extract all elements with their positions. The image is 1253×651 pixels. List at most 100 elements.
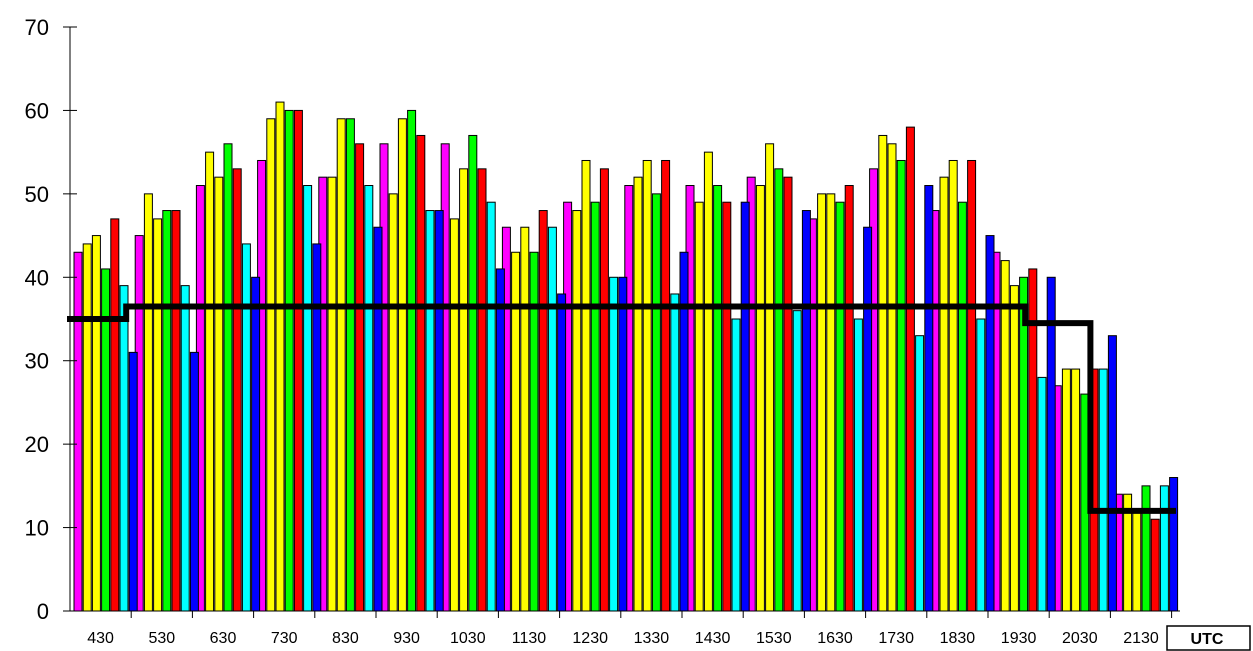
x-tick-label: 830: [332, 630, 359, 647]
bar: [495, 268, 505, 612]
x-tick-label: 1030: [450, 630, 486, 647]
bar: [223, 143, 233, 612]
x-tick-label: 630: [210, 630, 237, 647]
bar: [275, 101, 285, 612]
bar: [449, 218, 459, 612]
bar: [425, 210, 435, 612]
bar: [388, 193, 398, 612]
bar: [1098, 368, 1108, 612]
bar: [364, 185, 374, 612]
bar: [817, 193, 827, 612]
y-tick-label: 70: [25, 15, 49, 40]
bar: [232, 168, 242, 612]
bar: [572, 210, 582, 612]
bar: [189, 351, 199, 612]
x-tick-label: 730: [271, 630, 298, 647]
bar: [792, 310, 802, 612]
x-tick-label: 1330: [634, 630, 670, 647]
x-tick-label: 1930: [1001, 630, 1037, 647]
x-tick-label: 2130: [1123, 630, 1159, 647]
bar: [397, 118, 407, 612]
bar: [924, 185, 934, 612]
bar: [434, 210, 444, 612]
y-tick-label: 20: [25, 432, 49, 457]
x-unit-box: [1166, 625, 1251, 651]
bar: [468, 134, 478, 612]
y-tick-label: 60: [25, 98, 49, 123]
bar: [985, 235, 995, 612]
bar: [557, 293, 567, 612]
bar: [547, 226, 557, 612]
bar: [538, 210, 548, 612]
x-axis-unit-label: UTC: [1191, 631, 1224, 648]
bar: [694, 201, 704, 612]
bar: [119, 285, 129, 612]
bar: [661, 159, 671, 612]
y-tick-label: 30: [25, 349, 49, 374]
bar: [976, 318, 986, 612]
x-tick-label: 1430: [695, 630, 731, 647]
bar: [251, 276, 261, 612]
bar: [878, 134, 888, 612]
bar: [774, 168, 784, 612]
bar: [1037, 376, 1047, 612]
bar: [599, 168, 609, 612]
bar: [312, 243, 322, 612]
y-tick-label: 50: [25, 182, 49, 207]
bar: [1150, 518, 1160, 612]
bar: [1169, 477, 1179, 612]
bar: [1009, 285, 1019, 612]
x-ticks: 430 530 630 730 830 930 1030 1130 1230 1330 1430 15…: [87, 611, 1173, 647]
bar: [722, 201, 732, 612]
bar: [740, 201, 750, 612]
bar: [293, 109, 303, 612]
x-unit-layer: UTC: [1166, 625, 1251, 651]
bar: [91, 235, 101, 612]
bar: [162, 210, 172, 612]
bar: [703, 151, 713, 612]
x-tick-label: 1630: [817, 630, 853, 647]
bar: [887, 143, 897, 612]
bar: [1046, 276, 1056, 612]
bar: [581, 159, 591, 612]
x-tick-label: 530: [148, 630, 175, 647]
bar: [1000, 260, 1010, 612]
bar: [373, 226, 383, 612]
bar: [205, 151, 215, 612]
bar: [755, 185, 765, 612]
bar: [633, 176, 643, 612]
bar: [853, 318, 863, 612]
bar: [642, 159, 652, 612]
bar: [783, 176, 793, 612]
y-ticks: 0 10 20 30 40 50 60 70: [25, 15, 77, 624]
bar: [520, 226, 530, 612]
bar: [896, 159, 906, 612]
bar: [1141, 485, 1151, 612]
x-tick-label: 1830: [940, 630, 976, 647]
bar: [143, 193, 153, 612]
bar: [345, 118, 355, 612]
bar: [1071, 368, 1081, 612]
bar: [801, 210, 811, 612]
bar: [835, 201, 845, 612]
bar: [1132, 510, 1142, 612]
bar: [844, 185, 854, 612]
bar: [214, 176, 224, 612]
threshold-step-line: [67, 303, 1176, 514]
bar: [618, 276, 628, 612]
bar: [407, 109, 417, 612]
bar: [128, 351, 138, 612]
bar: [967, 159, 977, 612]
threshold-line-layer: [67, 303, 1176, 514]
bar: [731, 318, 741, 612]
bar: [609, 276, 619, 612]
x-tick-label: 430: [87, 630, 114, 647]
bar: [651, 193, 661, 612]
x-tick-label: 930: [393, 630, 420, 647]
bar: [826, 193, 836, 612]
bars-layer: [73, 101, 1179, 612]
bar: [153, 218, 163, 612]
bar: [1019, 276, 1029, 612]
x-tick-label: 1230: [572, 630, 608, 647]
